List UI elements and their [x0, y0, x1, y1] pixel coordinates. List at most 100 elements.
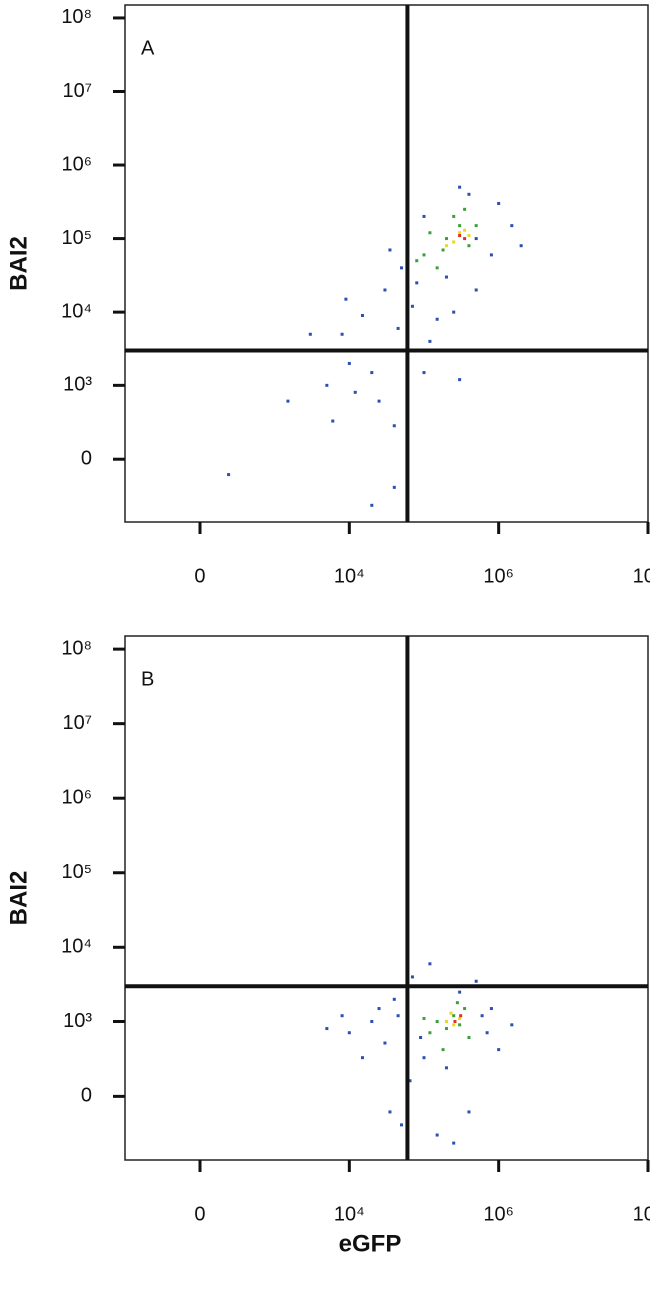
- plot-frame: [124, 4, 649, 523]
- event-dot: [463, 237, 467, 241]
- event-dot: [467, 1035, 471, 1039]
- panel-label: B: [141, 668, 154, 690]
- x-tick-label: 10⁶: [483, 565, 513, 587]
- event-dot: [435, 266, 439, 270]
- event-dot: [400, 1123, 404, 1127]
- event-dot: [415, 281, 419, 285]
- event-dot: [428, 1031, 432, 1035]
- y-tick-label: 10³: [63, 1010, 92, 1032]
- event-dot: [452, 1023, 456, 1027]
- y-tick-label: 10⁶: [62, 786, 92, 808]
- event-dot: [347, 361, 351, 365]
- y-axis-title: BAI2: [5, 236, 32, 291]
- event-dot: [377, 399, 381, 403]
- event-dot: [458, 185, 462, 189]
- event-dot: [519, 244, 523, 248]
- event-dot: [489, 253, 493, 257]
- event-dot: [458, 378, 462, 382]
- event-dot: [422, 371, 426, 375]
- x-tick-label: 10⁴: [334, 1203, 365, 1225]
- event-dot: [452, 1141, 456, 1145]
- x-tick-label: 10⁶: [483, 1203, 513, 1225]
- event-dot: [444, 275, 448, 279]
- event-dot: [444, 1027, 448, 1031]
- event-dot: [410, 975, 414, 979]
- event-dot: [428, 231, 432, 235]
- y-tick-label: 10³: [63, 374, 92, 396]
- x-tick-label: 10⁸: [633, 565, 650, 587]
- event-dot: [383, 1041, 387, 1045]
- event-dot: [458, 990, 462, 994]
- event-dot: [467, 234, 471, 238]
- event-dot: [388, 248, 392, 252]
- event-dot: [449, 1011, 453, 1015]
- event-dot: [360, 313, 364, 317]
- event-dot: [370, 1020, 374, 1024]
- panel-label: A: [141, 37, 155, 59]
- event-dot: [489, 1007, 493, 1011]
- event-dot: [325, 1027, 329, 1031]
- event-dot: [340, 332, 344, 336]
- event-dot: [458, 224, 462, 228]
- event-dot: [396, 326, 400, 330]
- x-tick-label: 10⁸: [633, 1203, 650, 1225]
- event-dot: [344, 297, 348, 301]
- y-tick-label: 10⁵: [61, 861, 92, 883]
- event-dot: [428, 962, 432, 966]
- event-dot: [444, 1066, 448, 1070]
- event-dot: [383, 288, 387, 292]
- event-dot: [474, 979, 478, 983]
- event-dot: [463, 1007, 467, 1011]
- event-dot: [340, 1014, 344, 1018]
- event-dot: [408, 1079, 412, 1083]
- y-tick-label: 10⁸: [61, 637, 92, 659]
- event-dot: [452, 240, 456, 244]
- x-tick-label: 0: [194, 565, 205, 587]
- event-dot: [453, 1020, 457, 1024]
- event-dot: [463, 228, 467, 232]
- event-dot: [463, 207, 467, 211]
- event-dot: [452, 214, 456, 218]
- event-dot: [377, 1007, 381, 1011]
- event-dot: [325, 383, 329, 387]
- event-dot: [455, 1001, 459, 1005]
- event-dot: [474, 237, 478, 241]
- y-tick-label: 10⁷: [63, 80, 92, 102]
- event-dot: [415, 259, 419, 263]
- event-dot: [497, 1048, 501, 1052]
- event-dot: [474, 288, 478, 292]
- event-dot: [347, 1031, 351, 1035]
- event-dot: [480, 1014, 484, 1018]
- event-dot: [441, 1048, 445, 1052]
- y-tick-label: 0: [81, 447, 92, 469]
- event-dot: [435, 1020, 439, 1024]
- event-dot: [452, 1014, 456, 1018]
- event-dot: [510, 1023, 514, 1027]
- event-dot: [370, 503, 374, 507]
- y-tick-label: 10⁵: [61, 227, 92, 249]
- event-dot: [458, 1023, 462, 1027]
- event-dot: [467, 244, 471, 248]
- event-dot: [400, 266, 404, 270]
- y-axis-title: BAI2: [5, 871, 32, 926]
- event-dot: [435, 1133, 439, 1137]
- y-tick-label: 10⁷: [63, 712, 92, 734]
- event-dot: [474, 224, 478, 228]
- y-tick-label: 10⁶: [62, 153, 92, 175]
- event-dot: [353, 390, 357, 394]
- event-dot: [467, 192, 471, 196]
- event-dot: [392, 997, 396, 1001]
- event-dot: [458, 234, 462, 238]
- event-dot: [392, 424, 396, 428]
- event-dot: [422, 253, 426, 257]
- x-axis-title: eGFP: [339, 1230, 402, 1257]
- x-tick-label: 10⁴: [334, 565, 365, 587]
- y-tick-label: 10⁸: [61, 6, 92, 28]
- event-dot: [419, 1035, 423, 1039]
- event-dot: [497, 201, 501, 205]
- event-dot: [422, 1056, 426, 1060]
- event-dot: [422, 214, 426, 218]
- event-dot: [396, 1014, 400, 1018]
- event-dot: [435, 317, 439, 321]
